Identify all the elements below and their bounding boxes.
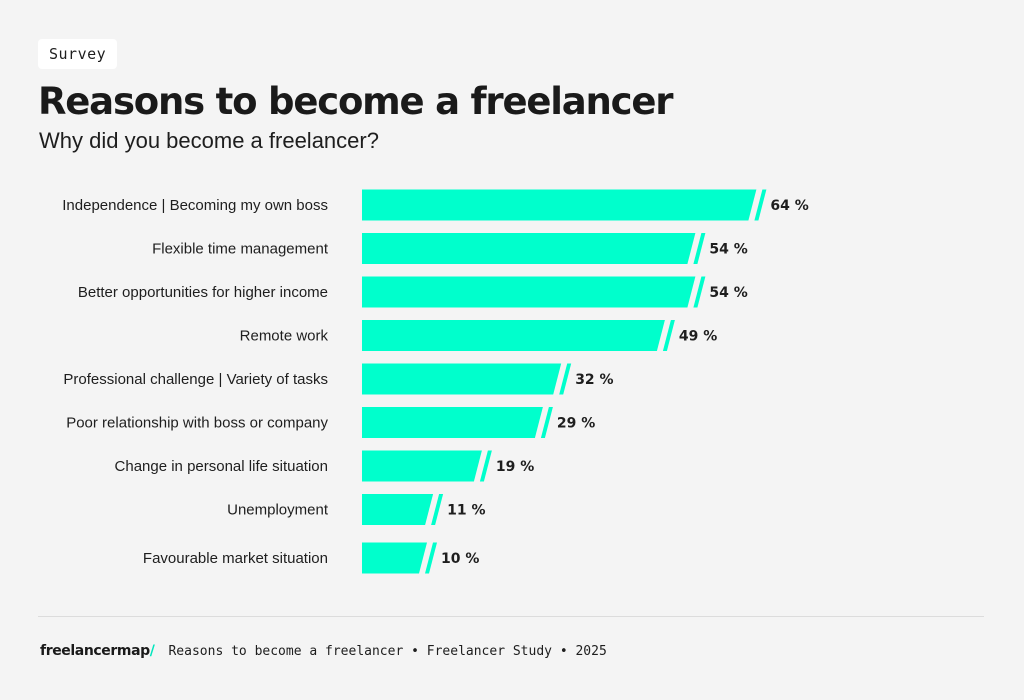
page-title: Reasons to become a freelancer — [38, 80, 674, 123]
survey-tag: Survey — [38, 39, 118, 69]
value-label: 10 % — [441, 551, 479, 567]
value-label: 54 % — [709, 285, 747, 301]
bar-chart: Independence | Becoming my own boss 64 % F… — [62, 189, 809, 574]
footer-caption: Reasons to become a freelancer • Freelan… — [168, 643, 607, 659]
footer-divider — [38, 616, 984, 617]
category-label: Favourable market situation — [143, 550, 328, 567]
value-label: 19 % — [496, 459, 534, 475]
value-label: 29 % — [557, 416, 595, 432]
bar-end-slash — [425, 542, 437, 574]
value-label: 64 % — [770, 198, 808, 214]
bar-end-slash — [693, 276, 706, 308]
bar-end-slash — [540, 407, 553, 438]
bar — [362, 276, 696, 308]
category-label: Change in personal life situation — [115, 458, 328, 475]
bar-end-slash — [693, 233, 706, 264]
bar — [362, 320, 665, 351]
bar-end-slash — [559, 363, 572, 395]
brand-name: freelancermap — [40, 643, 150, 659]
brand-slash-mark: / — [149, 643, 155, 659]
bar-end-slash — [662, 320, 675, 351]
bar — [362, 450, 482, 482]
page-subtitle: Why did you become a freelancer? — [39, 128, 379, 153]
bar — [362, 363, 562, 395]
bar — [362, 233, 696, 264]
category-label: Independence | Becoming my own boss — [62, 197, 328, 214]
bar-end-slash — [479, 450, 492, 482]
bar — [362, 542, 427, 574]
bar-end-slash — [431, 494, 444, 525]
category-label: Unemployment — [227, 502, 329, 519]
value-label: 49 % — [679, 329, 717, 345]
bar — [362, 407, 543, 438]
brand-logo: freelancermap/ — [40, 643, 155, 659]
value-label: 54 % — [709, 242, 747, 258]
category-label: Flexible time management — [152, 241, 329, 258]
footer: freelancermap/ Reasons to become a freel… — [40, 640, 607, 662]
bar — [362, 494, 434, 525]
bar-end-slash — [754, 189, 767, 221]
category-label: Professional challenge | Variety of task… — [63, 371, 328, 388]
category-label: Remote work — [240, 328, 329, 345]
bar — [362, 189, 757, 221]
category-label: Poor relationship with boss or company — [66, 415, 328, 432]
value-label: 32 % — [575, 372, 613, 388]
category-label: Better opportunities for higher income — [78, 284, 328, 301]
value-label: 11 % — [447, 503, 485, 519]
